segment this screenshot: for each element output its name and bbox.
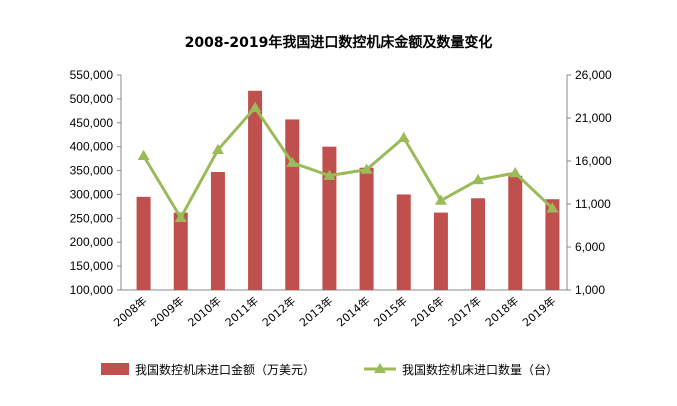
x-tick-label: 2016年 — [408, 294, 447, 330]
y-right-tick-label: 26,000 — [575, 68, 612, 82]
x-tick-label: 2011年 — [222, 294, 261, 330]
line-point-marker — [546, 202, 559, 213]
y-right-tick-label: 11,000 — [575, 197, 611, 211]
bar — [433, 212, 448, 290]
y-right-tick-label: 21,000 — [575, 111, 612, 125]
bar — [173, 212, 188, 290]
x-tick-label: 2012年 — [259, 294, 298, 330]
line-point-marker — [509, 167, 522, 178]
line-point-marker — [323, 169, 336, 180]
legend-line-marker — [374, 363, 386, 373]
y-right-tick-label: 6,000 — [575, 240, 605, 254]
y-left-tick-label: 250,000 — [70, 211, 114, 225]
y-left-tick-label: 200,000 — [70, 235, 114, 249]
bar — [508, 175, 523, 290]
bar — [285, 119, 300, 290]
line-point-marker — [434, 194, 447, 205]
bar — [322, 146, 337, 290]
y-left-tick-label: 300,000 — [70, 187, 114, 201]
y-left-tick-label: 350,000 — [70, 164, 114, 178]
line-point-marker — [472, 173, 485, 185]
x-tick-label: 2019年 — [519, 294, 558, 330]
line-point-marker — [286, 156, 299, 167]
legend-bar-swatch — [101, 363, 129, 375]
line-point-marker — [249, 101, 262, 112]
y-left-tick-label: 450,000 — [70, 116, 114, 130]
y-right-tick-label: 16,000 — [575, 154, 612, 168]
x-tick-label: 2015年 — [371, 294, 410, 330]
line-point-marker — [397, 131, 410, 142]
bar — [210, 171, 225, 290]
line-point-marker — [137, 149, 150, 161]
legend-line-label: 我国数控机床进口数量（台） — [402, 362, 558, 377]
y-left-tick-label: 100,000 — [70, 283, 114, 297]
y-right-tick-label: 1,000 — [575, 283, 605, 297]
x-tick-label: 2018年 — [482, 294, 521, 330]
bar — [545, 199, 560, 290]
chart-title: 2008-2019年我国进口数控机床金额及数量变化 — [184, 35, 493, 51]
line-series — [142, 106, 554, 220]
x-tick-label: 2010年 — [185, 294, 224, 330]
y-left-tick-label: 550,000 — [70, 68, 114, 82]
line-point-marker — [360, 163, 373, 174]
bar — [396, 194, 411, 290]
x-tick-label: 2008年 — [111, 294, 150, 330]
y-left-tick-label: 400,000 — [70, 140, 114, 154]
y-left-tick-label: 150,000 — [70, 259, 114, 273]
line-point-marker — [174, 211, 187, 222]
line-point-marker — [211, 143, 224, 155]
x-tick-label: 2013年 — [296, 294, 335, 330]
bar — [136, 196, 151, 290]
x-tick-label: 2009年 — [148, 294, 187, 330]
x-tick-label: 2014年 — [334, 294, 373, 330]
bar — [248, 90, 263, 291]
bar — [359, 167, 374, 290]
x-tick-label: 2017年 — [445, 294, 484, 330]
y-left-tick-label: 500,000 — [70, 92, 114, 106]
legend-bar-label: 我国数控机床进口金额（万美元） — [135, 362, 315, 377]
bar — [471, 198, 486, 290]
